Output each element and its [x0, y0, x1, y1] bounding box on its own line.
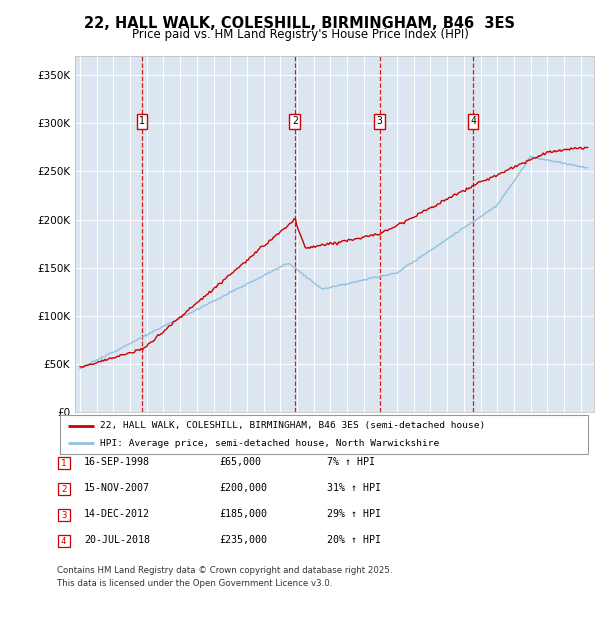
Text: 20-JUL-2018: 20-JUL-2018	[84, 535, 150, 545]
Text: 15-NOV-2007: 15-NOV-2007	[84, 483, 150, 493]
Text: 14-DEC-2012: 14-DEC-2012	[84, 509, 150, 519]
Text: 22, HALL WALK, COLESHILL, BIRMINGHAM, B46 3ES (semi-detached house): 22, HALL WALK, COLESHILL, BIRMINGHAM, B4…	[100, 421, 485, 430]
Text: 2: 2	[61, 485, 66, 494]
Text: Price paid vs. HM Land Registry's House Price Index (HPI): Price paid vs. HM Land Registry's House …	[131, 28, 469, 41]
FancyBboxPatch shape	[60, 415, 588, 454]
Text: 31% ↑ HPI: 31% ↑ HPI	[327, 483, 381, 493]
FancyBboxPatch shape	[58, 457, 70, 469]
Text: 4: 4	[61, 537, 66, 546]
FancyBboxPatch shape	[58, 483, 70, 495]
Text: 4: 4	[470, 117, 476, 126]
Text: £235,000: £235,000	[219, 535, 267, 545]
Text: 20% ↑ HPI: 20% ↑ HPI	[327, 535, 381, 545]
Text: £185,000: £185,000	[219, 509, 267, 519]
FancyBboxPatch shape	[58, 509, 70, 521]
Text: HPI: Average price, semi-detached house, North Warwickshire: HPI: Average price, semi-detached house,…	[100, 439, 439, 448]
Text: This data is licensed under the Open Government Licence v3.0.: This data is licensed under the Open Gov…	[57, 578, 332, 588]
Text: 2: 2	[292, 117, 298, 126]
Text: 16-SEP-1998: 16-SEP-1998	[84, 457, 150, 467]
Text: 1: 1	[61, 459, 66, 467]
Text: 29% ↑ HPI: 29% ↑ HPI	[327, 509, 381, 519]
Text: £200,000: £200,000	[219, 483, 267, 493]
Text: Contains HM Land Registry data © Crown copyright and database right 2025.: Contains HM Land Registry data © Crown c…	[57, 566, 392, 575]
FancyBboxPatch shape	[58, 535, 70, 547]
Text: 22, HALL WALK, COLESHILL, BIRMINGHAM, B46  3ES: 22, HALL WALK, COLESHILL, BIRMINGHAM, B4…	[85, 16, 515, 30]
Text: £65,000: £65,000	[219, 457, 261, 467]
Text: 3: 3	[377, 117, 383, 126]
Text: 3: 3	[61, 511, 66, 520]
Text: 1: 1	[139, 117, 145, 126]
Text: 7% ↑ HPI: 7% ↑ HPI	[327, 457, 375, 467]
